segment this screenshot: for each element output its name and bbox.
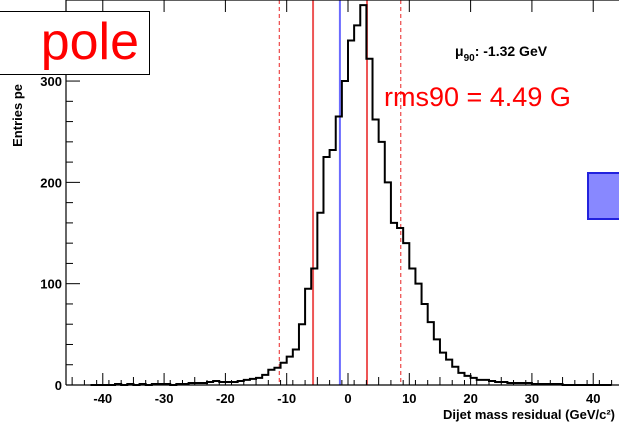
x-tick-label: -20 <box>216 391 235 406</box>
overlay-rms90-text: rms90 = 4.49 G <box>384 82 571 112</box>
x-tick-label: -30 <box>155 391 174 406</box>
overlay-title-text: pole <box>40 13 139 71</box>
mu90-stat-label: μ90: -1.32 GeV <box>455 43 548 64</box>
x-tick-label: 0 <box>344 391 351 406</box>
axis-tick-labels: -40 -30 -20 -10 0 10 20 30 40 0 100 200 300 <box>40 74 600 406</box>
y-axis-title: Entries pe <box>10 84 25 147</box>
y-tick-label: 0 <box>55 378 62 393</box>
overlay-title-box: pole <box>0 11 150 75</box>
overlay-legend-swatch <box>587 172 619 220</box>
x-tick-label: 30 <box>525 391 539 406</box>
mu-subscript: 90 <box>464 53 476 64</box>
x-tick-label: -10 <box>277 391 296 406</box>
x-tick-label: -40 <box>93 391 112 406</box>
mu-symbol: μ <box>455 43 464 59</box>
x-axis-title: Dijet mass residual (GeV/c²) <box>443 407 615 422</box>
y-tick-label: 300 <box>40 74 62 89</box>
mu-value: : -1.32 GeV <box>475 43 548 59</box>
x-tick-label: 40 <box>586 391 600 406</box>
axis-ticks <box>66 0 613 386</box>
histogram-series <box>90 4 612 386</box>
y-tick-label: 100 <box>40 277 62 292</box>
x-tick-label: 20 <box>463 391 477 406</box>
y-tick-label: 200 <box>40 175 62 190</box>
x-tick-label: 10 <box>402 391 416 406</box>
reference-lines <box>278 0 402 385</box>
